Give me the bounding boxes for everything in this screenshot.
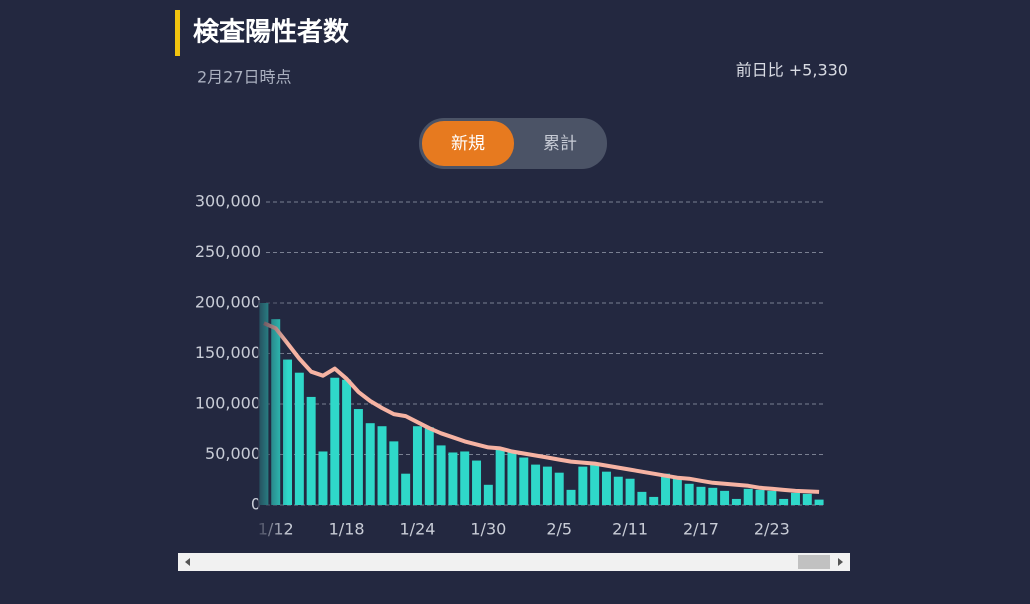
bar [412,426,422,505]
bar [637,491,647,505]
bar [424,427,434,505]
bar [802,493,812,505]
x-tick-label: 2/11 [612,520,648,539]
bar [625,478,635,505]
toggle-total[interactable]: 累計 [543,134,577,154]
x-tick-label: 1/30 [470,520,506,539]
x-tick-label: 2/17 [683,520,719,539]
scroll-left[interactable] [185,558,190,566]
y-tick-label: 100,000 [195,394,261,413]
bar [696,486,706,505]
bar [436,445,446,505]
scroll-right[interactable] [838,558,843,566]
bar [755,489,765,505]
bar [554,472,564,505]
bar [814,499,824,505]
bar [542,466,552,505]
y-tick-label: 300,000 [195,192,261,211]
bar [566,489,576,505]
scroll-fade [258,300,288,540]
bar [590,463,600,505]
bar [684,483,694,505]
bar [578,466,588,505]
bar [531,464,541,505]
bar [448,452,458,505]
scrollbar[interactable] [178,553,850,571]
bar [377,426,387,505]
bar [483,484,493,505]
bar [767,490,777,505]
x-tick-label: 2/5 [546,520,572,539]
y-tick-label: 200,000 [195,293,261,312]
subtitle: 2月27日時点 [197,68,292,87]
x-tick-label: 1/24 [400,520,436,539]
bar [519,457,529,505]
trend-line [263,321,820,494]
bar [720,490,730,505]
toggle-new[interactable]: 新規 [451,134,485,154]
bar [342,379,352,505]
bar [601,471,611,505]
x-tick-label: 1/18 [329,520,365,539]
y-tick-label: 150,000 [195,343,261,362]
bar [661,473,671,505]
y-tick-label: 50,000 [205,444,261,463]
bar [472,460,482,505]
bar [330,377,340,505]
x-tick-label: 2/23 [754,520,790,539]
title: 検査陽性者数 [193,18,350,48]
bar [294,372,304,505]
y-tick-label: 250,000 [195,242,261,261]
scroll-thumb[interactable] [798,555,830,569]
bar [460,451,470,505]
bar [353,409,363,505]
y-tick-label: 0 [251,495,261,514]
bar [389,441,399,505]
plot: 0 50,000 100,000 150,000 200,000 250,000 300,0… [195,192,825,539]
bar [318,451,328,505]
bar [401,473,411,505]
bar [731,498,741,505]
bar [790,492,800,505]
bar [613,476,623,505]
bar [365,423,375,505]
toggle-active[interactable] [422,121,514,166]
bar [507,450,517,505]
bar [649,496,659,505]
title-accent [175,10,180,56]
bar [672,476,682,505]
bar [708,487,718,505]
change: 前日比 +5,330 [736,61,848,80]
bar [306,396,316,505]
bar [743,488,753,505]
bar [495,449,505,505]
bar [779,498,789,505]
